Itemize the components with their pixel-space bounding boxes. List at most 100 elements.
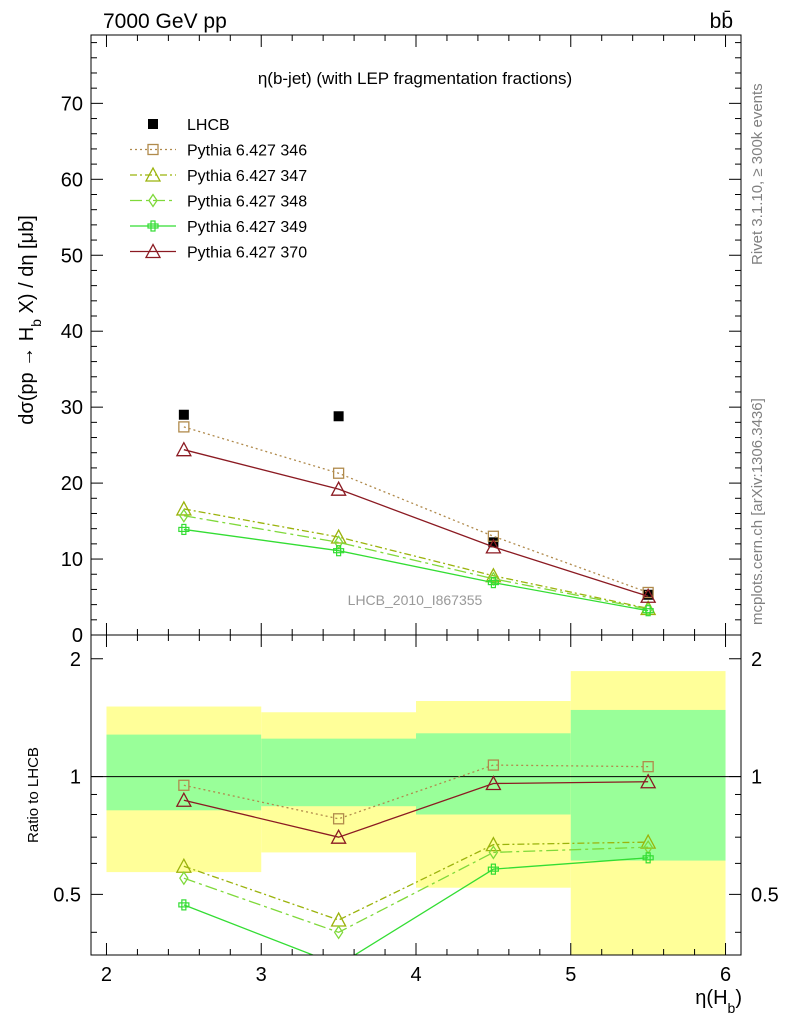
rivet-label: Rivet 3.1.10, ≥ 300k events [749, 83, 766, 265]
main-ytick-label: 20 [61, 473, 83, 495]
ratio-point [330, 828, 347, 844]
x-axis-label: η(Hb) [695, 987, 742, 1016]
data-point [487, 576, 499, 589]
ratio-point [178, 899, 190, 911]
data-point [330, 480, 347, 496]
main-ylabel: dσ(pp → Hb X) / dη [μb] [16, 215, 44, 425]
ratio-point [642, 852, 654, 864]
xtick-label: 4 [410, 964, 421, 986]
legend-label: LHCB [187, 117, 230, 134]
xtick-label: 2 [101, 964, 112, 986]
data-point [179, 508, 189, 523]
data-point [333, 411, 344, 422]
legend-label: Pythia 6.427 370 [187, 245, 307, 262]
main-ytick-label: 10 [61, 549, 83, 571]
data-point [642, 586, 654, 599]
series-line [183, 426, 649, 594]
series-line [183, 515, 649, 610]
main-axis-ticks: 0 10 20 30 40 50 60 70 [61, 35, 741, 647]
ratio-ytick-label: 0.5 [53, 884, 81, 906]
ratio-line [183, 846, 649, 934]
data-point [178, 409, 189, 420]
main-ytick-label: 60 [61, 169, 83, 191]
ratio-point [333, 925, 344, 940]
data-point [642, 605, 654, 617]
series-pythia-6-427-349 [178, 523, 654, 617]
data-point [333, 545, 345, 557]
ratio-point [487, 863, 499, 875]
legend-item: LHCB [148, 117, 230, 134]
data-point [175, 500, 192, 516]
legend-item: Pythia 6.427 370 [130, 243, 307, 262]
data-point [175, 441, 192, 457]
legend-item: Pythia 6.427 346 [130, 143, 307, 160]
ratio-point [640, 773, 657, 789]
mcplots-label: mcplots.cern.ch [arXiv:1306.3436] [749, 398, 766, 625]
legend-marker [147, 143, 159, 156]
main-series-group [175, 409, 657, 617]
ratio-panel: 0.5 0.5 1 1 2 2 2 3 4 5 6 Ratio to LHCB η(Hb) [25, 634, 779, 1016]
ratio-point [485, 836, 502, 852]
ratio-ytick-label: 1 [70, 767, 81, 789]
ratio-band-inner [106, 734, 262, 811]
legend-item: Pythia 6.427 347 [130, 166, 307, 185]
main-ytick-label: 0 [72, 625, 83, 647]
chart-title: η(b-jet) (with LEP fragmentation fractio… [258, 69, 572, 88]
series-line [183, 528, 649, 612]
ratio-point [334, 960, 344, 970]
data-point [488, 537, 499, 548]
ratio-line [183, 781, 649, 838]
legend-label: Pythia 6.427 349 [187, 219, 307, 236]
data-point [178, 421, 190, 433]
data-point [178, 523, 190, 536]
ratio-point [179, 871, 189, 886]
legend-item: Pythia 6.427 348 [130, 193, 307, 211]
main-ytick-label: 30 [61, 397, 83, 419]
ratio-series-pythia-6-427-346 [178, 759, 654, 825]
ratio-point [178, 779, 190, 791]
ratio-series-pythia-6-427-348 [179, 840, 653, 940]
ratio-ytick-label: 2 [70, 649, 81, 671]
ratio-line [183, 764, 649, 820]
process-label: bb̄ [710, 10, 733, 33]
legend-label: Pythia 6.427 347 [187, 168, 307, 185]
ratio-band-inner [570, 709, 726, 861]
legend-label: Pythia 6.427 346 [187, 143, 307, 160]
series-lhcb [178, 409, 654, 600]
ratio-bands-group [106, 671, 726, 955]
ratio-ytick-label-right: 0.5 [751, 884, 779, 906]
data-point [332, 467, 345, 479]
ratio-series-pythia-6-427-370 [175, 773, 657, 844]
ratio-ylabel: Ratio to LHCB [25, 747, 42, 843]
legend-marker [144, 243, 162, 259]
series-line [183, 449, 649, 597]
legend-marker [148, 193, 158, 208]
ratio-line [183, 857, 649, 955]
main-ytick-label: 40 [61, 321, 83, 343]
ratio-point [642, 761, 654, 773]
ratio-ytick-label-right: 2 [751, 649, 762, 671]
main-ytick-label: 50 [61, 245, 83, 267]
ratio-point [332, 813, 345, 825]
main-ytick-label: 70 [61, 93, 83, 115]
legend-marker [147, 220, 159, 232]
ratio-point [487, 759, 500, 771]
ratio-point [175, 791, 192, 807]
series-pythia-6-427-346 [178, 421, 654, 599]
legend: LHCB Pythia 6.427 346 Pythia 6.427 347 Pyth… [130, 117, 307, 262]
ratio-series-pythia-6-427-349 [178, 852, 654, 970]
ratio-line [183, 841, 649, 921]
ratio-axis-ticks: 0.5 0.5 1 1 2 2 2 3 4 5 6 [53, 635, 779, 986]
ratio-series-group [175, 759, 657, 970]
energy-label: 7000 GeV pp [103, 10, 227, 33]
legend-marker [144, 166, 162, 182]
ratio-point [330, 911, 347, 927]
data-point [485, 538, 502, 554]
series-line [183, 508, 649, 610]
xtick-label: 6 [720, 964, 731, 986]
data-point [330, 528, 347, 544]
data-point [640, 587, 657, 603]
ratio-band-inner [261, 738, 416, 807]
legend-item: Pythia 6.427 349 [130, 219, 307, 236]
